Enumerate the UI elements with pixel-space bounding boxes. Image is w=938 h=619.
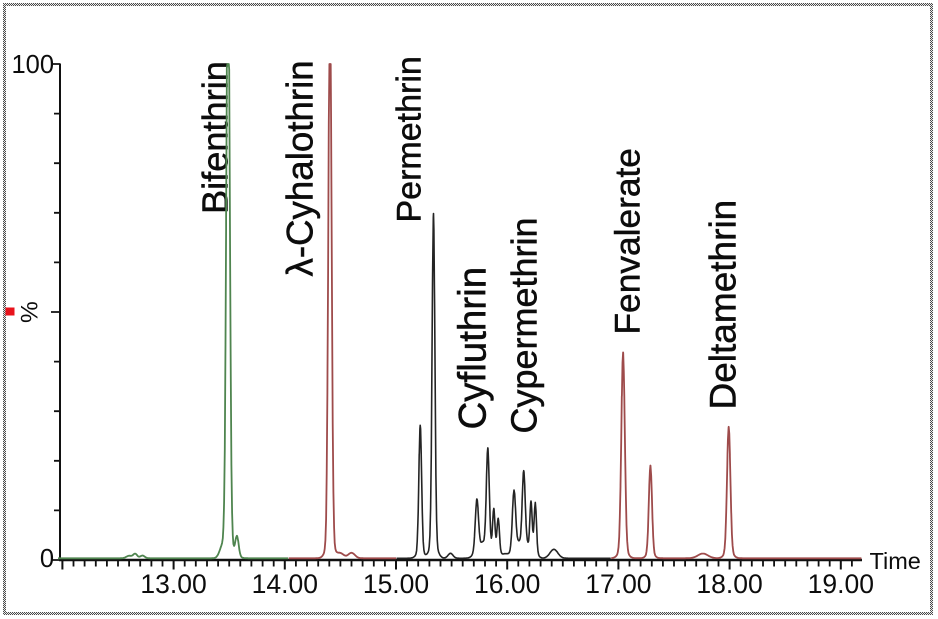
svg-text:Cypermethrin: Cypermethrin: [504, 217, 545, 433]
svg-text:19.00: 19.00: [808, 569, 874, 599]
svg-text:%: %: [17, 301, 44, 323]
svg-text:13.00: 13.00: [140, 569, 206, 599]
svg-text:Permethrin: Permethrin: [391, 56, 429, 222]
svg-text:15.00: 15.00: [363, 569, 429, 599]
svg-text:Time: Time: [870, 548, 921, 574]
svg-text:0: 0: [40, 545, 54, 573]
svg-text:Fenvalerate: Fenvalerate: [609, 148, 648, 334]
svg-text:Deltamethrin: Deltamethrin: [703, 200, 744, 410]
svg-text:Cyfluthrin: Cyfluthrin: [452, 267, 495, 430]
svg-text:λ-Cyhalothrin: λ-Cyhalothrin: [280, 60, 321, 276]
svg-text:14.00: 14.00: [252, 569, 318, 599]
svg-text:16.00: 16.00: [474, 569, 540, 599]
svg-text:17.00: 17.00: [585, 569, 651, 599]
svg-text:18.00: 18.00: [696, 569, 762, 599]
svg-text:100: 100: [11, 51, 54, 79]
